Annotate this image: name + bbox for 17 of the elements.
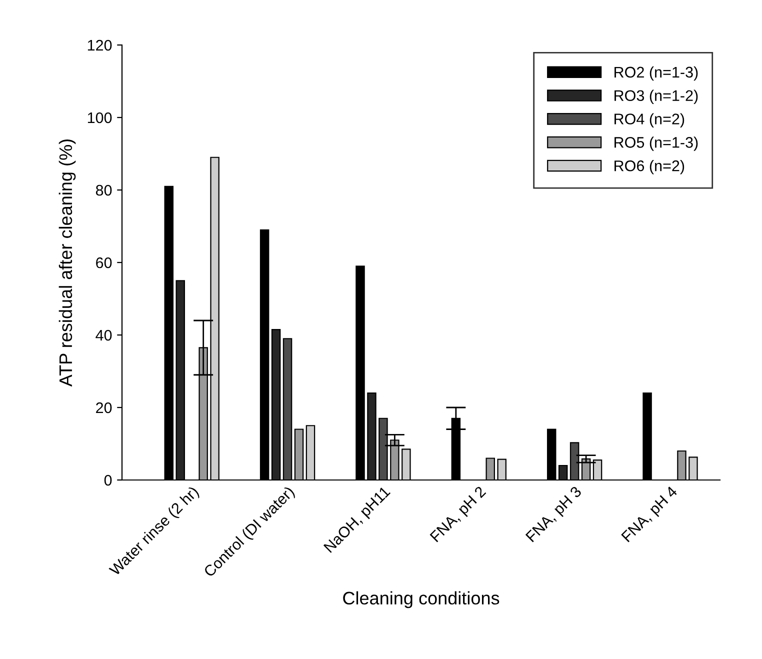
legend-label: RO4 (n=2)	[614, 113, 684, 128]
x-axis-title: Cleaning conditions	[343, 591, 500, 608]
legend-label: RO6 (n=2)	[614, 160, 684, 174]
x-tick-label: FNA, pH 3	[525, 486, 584, 544]
y-tick-label: 20	[96, 402, 112, 414]
y-tick-label: 120	[88, 40, 112, 51]
y-tick-label: 100	[88, 112, 112, 124]
y-tick-label: 80	[96, 184, 112, 196]
legend-label: RO3 (n=1-2)	[614, 90, 698, 104]
y-tick-label: 0	[104, 474, 112, 486]
y-tick-label: 60	[96, 257, 112, 268]
x-tick-label: FNA, pH 2	[430, 486, 488, 544]
legend-label: RO5 (n=1-3)	[614, 136, 698, 151]
y-tick-label: 40	[96, 330, 112, 341]
x-tick-label: FNA, pH 4	[621, 486, 680, 544]
legend-label: RO2 (n=1-3)	[614, 66, 698, 81]
y-axis-title: ATP residual after cleaning (%)	[58, 140, 76, 387]
